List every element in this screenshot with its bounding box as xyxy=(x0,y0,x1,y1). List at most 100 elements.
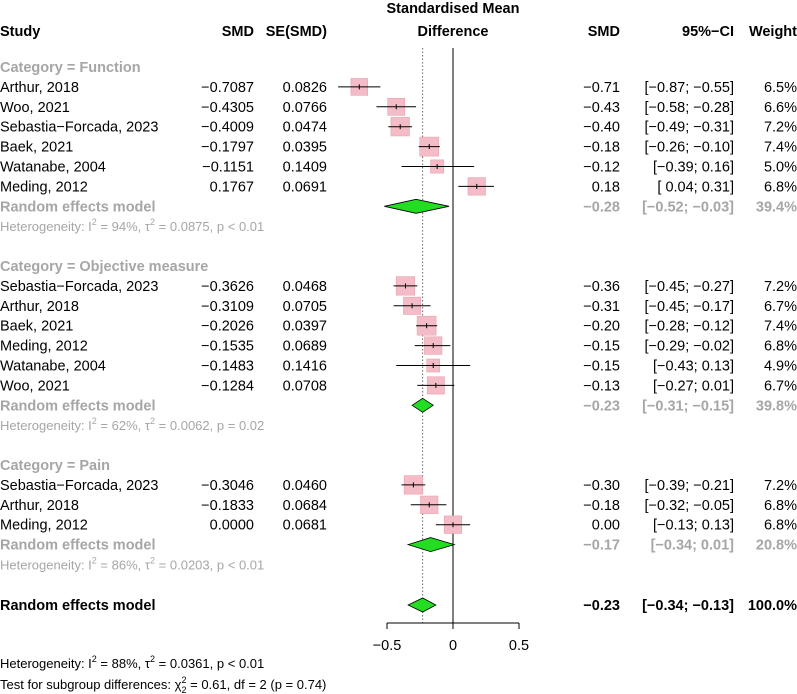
smd-right-value: −0.18 xyxy=(583,498,620,514)
se-value: 0.0689 xyxy=(283,339,327,355)
weight-value: 6.8% xyxy=(764,179,797,195)
superscript-2: 2 xyxy=(181,675,186,685)
smd-right-value: −0.15 xyxy=(583,339,620,355)
equals-sign: = xyxy=(97,656,112,671)
header-row: Study SMD SE(SMD) Standardised Mean Diff… xyxy=(0,1,797,40)
smd-right-value: −0.30 xyxy=(583,478,620,494)
study-name: Meding, 2012 xyxy=(0,179,88,195)
p-symbol: p xyxy=(217,656,224,671)
smd-right-value: 0.18 xyxy=(592,179,620,195)
p-symbol: p xyxy=(217,558,224,573)
smd-value: −0.3109 xyxy=(201,299,254,315)
weight-value: 5.0% xyxy=(764,160,797,176)
column-header-weight: Weight xyxy=(749,24,797,40)
p-symbol: p xyxy=(217,418,224,433)
separator: , xyxy=(210,418,217,433)
study-row: Meding, 2012 0.1767 0.0691 0.18 [ 0.04; 0.31… xyxy=(0,177,797,196)
subgroup-label: Category = Function xyxy=(0,60,141,76)
se-value: 0.0474 xyxy=(283,120,327,136)
smd-value: −0.7087 xyxy=(201,80,254,96)
smd-value: −0.4305 xyxy=(201,100,254,116)
weight-value: 7.4% xyxy=(764,140,797,156)
p-value: < 0.01 xyxy=(228,656,265,671)
smd-value: −0.1483 xyxy=(201,359,254,375)
ci-value: [ 0.04; 0.31] xyxy=(657,179,734,195)
equals-sign: = xyxy=(155,656,170,671)
se-value: 0.0684 xyxy=(283,498,327,514)
smd-value: −0.3046 xyxy=(201,478,254,494)
se-value: 0.0766 xyxy=(283,100,327,116)
summary-diamond xyxy=(411,397,434,413)
subgroup-random-effects-row: Random effects model −0.17 [−0.34; 0.01] 20… xyxy=(0,537,797,554)
tau-symbol: , τ xyxy=(138,656,151,671)
weight-value: 39.8% xyxy=(756,398,797,414)
ci-value: [−0.13; 0.13] xyxy=(653,518,734,534)
subgroup-test-prefix: Test for subgroup differences: xyxy=(0,677,175,692)
column-header-study: Study xyxy=(0,24,40,40)
se-value: 0.0705 xyxy=(283,299,327,315)
study-name: Woo, 2021 xyxy=(0,100,70,116)
ci-value: [−0.45; −0.17] xyxy=(645,299,735,315)
weight-value: 6.7% xyxy=(764,299,797,315)
overall-summary-diamond xyxy=(407,597,437,613)
smd-right-value: −0.71 xyxy=(583,80,620,96)
i-squared-symbol: I xyxy=(88,558,92,573)
study-row: Watanabe, 2004 −0.1151 0.1409 −0.12 [−0.39; … xyxy=(0,160,797,176)
study-rows: Category = Function Arthur, 2018 −0.7087 0.… xyxy=(0,60,797,614)
ci-value: [−0.31; −0.15] xyxy=(642,398,734,414)
smd-value: −0.3626 xyxy=(201,279,254,295)
study-name: Baek, 2021 xyxy=(0,140,73,156)
superscript-2: 2 xyxy=(150,217,155,227)
separator: , xyxy=(210,656,217,671)
chi-symbol: χ xyxy=(175,677,182,692)
ci-value: [−0.28; −0.12] xyxy=(645,319,735,335)
subgroup-heterogeneity: Heterogeneity: I2 = 86%, τ2 = 0.0203, p … xyxy=(0,556,264,573)
study-name: Watanabe, 2004 xyxy=(0,160,106,176)
se-value: 0.1409 xyxy=(283,160,327,176)
ci-value: [−0.32; −0.05] xyxy=(645,498,735,514)
overall-random-effects-row: Random effects model −0.23 [−0.34; −0.13] 1… xyxy=(0,597,797,614)
study-row: Sebastia−Forcada, 2023 −0.3046 0.0460 −0.30… xyxy=(0,475,797,495)
column-header-se: SE(SMD) xyxy=(266,24,327,40)
se-value: 0.0708 xyxy=(283,378,327,394)
smd-right-value: −0.15 xyxy=(583,359,620,375)
tau-symbol: , τ xyxy=(138,558,151,573)
study-row: Sebastia−Forcada, 2023 −0.3626 0.0468 −0.36… xyxy=(0,276,797,296)
se-value: 0.0397 xyxy=(283,319,327,335)
superscript-2: 2 xyxy=(92,217,97,227)
study-row: Baek, 2021 −0.2026 0.0397 −0.20 [−0.28; −0.1… xyxy=(0,315,797,336)
smd-right-value: −0.31 xyxy=(583,299,620,315)
footer-notes: Heterogeneity: I2 = 88%, τ2 = 0.0361, p … xyxy=(0,654,326,694)
i-squared-value: 88% xyxy=(112,656,138,671)
equals-sign: = xyxy=(97,558,112,573)
study-name: Arthur, 2018 xyxy=(0,299,79,315)
ci-value: [−0.39; −0.21] xyxy=(645,478,735,494)
study-name: Arthur, 2018 xyxy=(0,498,79,514)
equals-sign: = xyxy=(155,558,170,573)
subgroup-random-effects-row: Random effects model −0.28 [−0.52; −0.03] 3… xyxy=(0,198,797,215)
smd-right-value: −0.36 xyxy=(583,279,620,295)
study-row: Meding, 2012 −0.1535 0.0689 −0.15 [−0.29; −0… xyxy=(0,336,797,355)
smd-value: −0.1151 xyxy=(202,160,254,176)
study-row: Woo, 2021 −0.4305 0.0766 −0.43 [−0.58; −0.28… xyxy=(0,97,797,116)
subgroup-label: Category = Pain xyxy=(0,458,110,474)
random-effects-label: Random effects model xyxy=(0,398,156,414)
superscript-2: 2 xyxy=(150,654,155,664)
weight-value: 20.8% xyxy=(756,538,797,554)
study-row: Woo, 2021 −0.1284 0.0708 −0.13 [−0.27; 0.01]… xyxy=(0,376,797,394)
weight-value: 6.5% xyxy=(764,80,797,96)
ci-value: [−0.49; −0.31] xyxy=(645,120,735,136)
smd-value: −0.1833 xyxy=(201,498,254,514)
p-value: = 0.74) xyxy=(282,677,326,692)
ci-value: [−0.26; −0.10] xyxy=(645,140,735,156)
ci-value: [−0.87; −0.55] xyxy=(645,80,735,96)
smd-right-value: −0.43 xyxy=(583,100,620,116)
overall-smd-value: −0.23 xyxy=(583,598,620,614)
x-axis: −0.5 0 0.5 xyxy=(373,622,529,654)
chi-squared-value: 0.61 xyxy=(201,677,226,692)
superscript-2: 2 xyxy=(150,556,155,566)
random-effects-label: Random effects model xyxy=(0,199,156,215)
equals-sign: = xyxy=(155,418,170,433)
tau-squared-value: 0.0875 xyxy=(170,219,210,234)
overall-ci-value: [−0.34; −0.13] xyxy=(642,598,734,614)
